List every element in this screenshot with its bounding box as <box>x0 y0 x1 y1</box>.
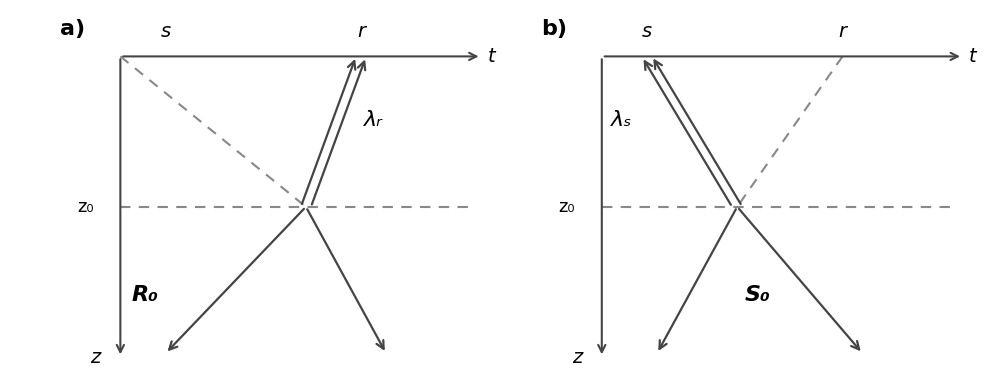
Text: r: r <box>838 22 846 41</box>
Text: S₀: S₀ <box>743 285 770 305</box>
Text: t: t <box>487 47 495 66</box>
Text: z: z <box>571 348 581 367</box>
Text: t: t <box>968 47 976 66</box>
Text: λₛ: λₛ <box>610 110 632 130</box>
Text: a): a) <box>60 19 85 39</box>
Text: z₀: z₀ <box>77 198 93 216</box>
Text: z: z <box>90 348 100 367</box>
Text: r: r <box>357 22 365 41</box>
Text: s: s <box>641 22 651 41</box>
Text: λᵣ: λᵣ <box>364 110 383 130</box>
Text: b): b) <box>541 19 567 39</box>
Text: z₀: z₀ <box>558 198 574 216</box>
Text: s: s <box>160 22 170 41</box>
Text: R₀: R₀ <box>132 285 158 305</box>
